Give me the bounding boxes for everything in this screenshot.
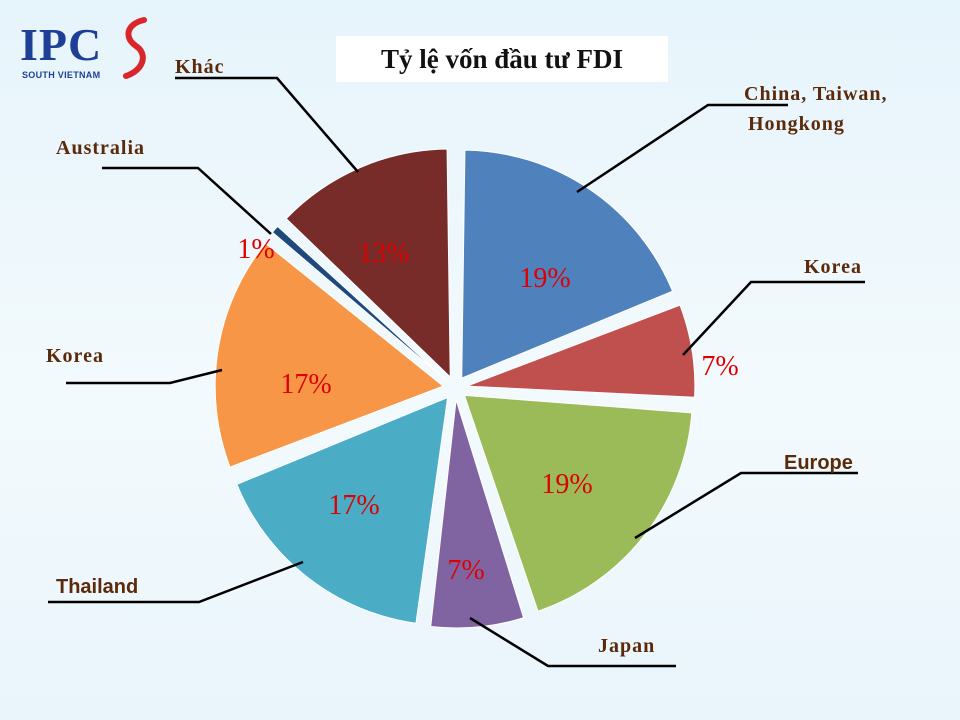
pie-slice <box>214 242 445 468</box>
leader-line <box>634 471 858 540</box>
leader-line <box>102 166 272 235</box>
pie-slice <box>463 394 693 612</box>
percent-label: 19% <box>541 469 592 500</box>
percent-label: 17% <box>328 490 379 521</box>
leader-line <box>66 368 223 385</box>
pie-slice <box>271 225 447 381</box>
category-label: Khác <box>175 56 225 78</box>
category-label: Korea <box>46 345 104 367</box>
logo-swoosh-icon <box>123 17 147 79</box>
percent-label: 7% <box>447 555 484 586</box>
leader-line <box>576 103 788 194</box>
logo-subtitle: SOUTH VIETNAM <box>22 70 101 80</box>
percent-label: 17% <box>280 369 331 400</box>
percent-label: 19% <box>519 263 570 294</box>
leader-line <box>682 280 865 356</box>
leader-line <box>469 616 676 668</box>
category-label: Japan <box>598 635 655 657</box>
category-label: Korea <box>804 256 862 278</box>
percent-label: 1% <box>237 234 274 265</box>
category-label: Australia <box>56 137 145 159</box>
pie-slice <box>461 149 674 379</box>
pie-slice <box>466 304 696 398</box>
category-label: Hongkong <box>748 113 845 135</box>
chart-title: Tỷ lệ vốn đầu tư FDI <box>381 44 623 74</box>
pie-slice <box>285 148 451 379</box>
percent-label: 13% <box>358 238 409 269</box>
chart-title-box: Tỷ lệ vốn đầu tư FDI <box>336 36 668 82</box>
percent-label: 7% <box>701 351 738 382</box>
category-label: Europe <box>784 452 853 474</box>
logo-text: IPC <box>20 19 103 70</box>
pie-slice <box>236 396 449 624</box>
leader-line <box>175 76 359 173</box>
category-label: Thailand <box>56 576 138 598</box>
ipc-logo: IPC SOUTH VIETNAM <box>14 12 154 84</box>
leader-line <box>48 560 304 604</box>
category-label: China, Taiwan, <box>744 83 888 105</box>
pie-slice <box>430 399 525 629</box>
